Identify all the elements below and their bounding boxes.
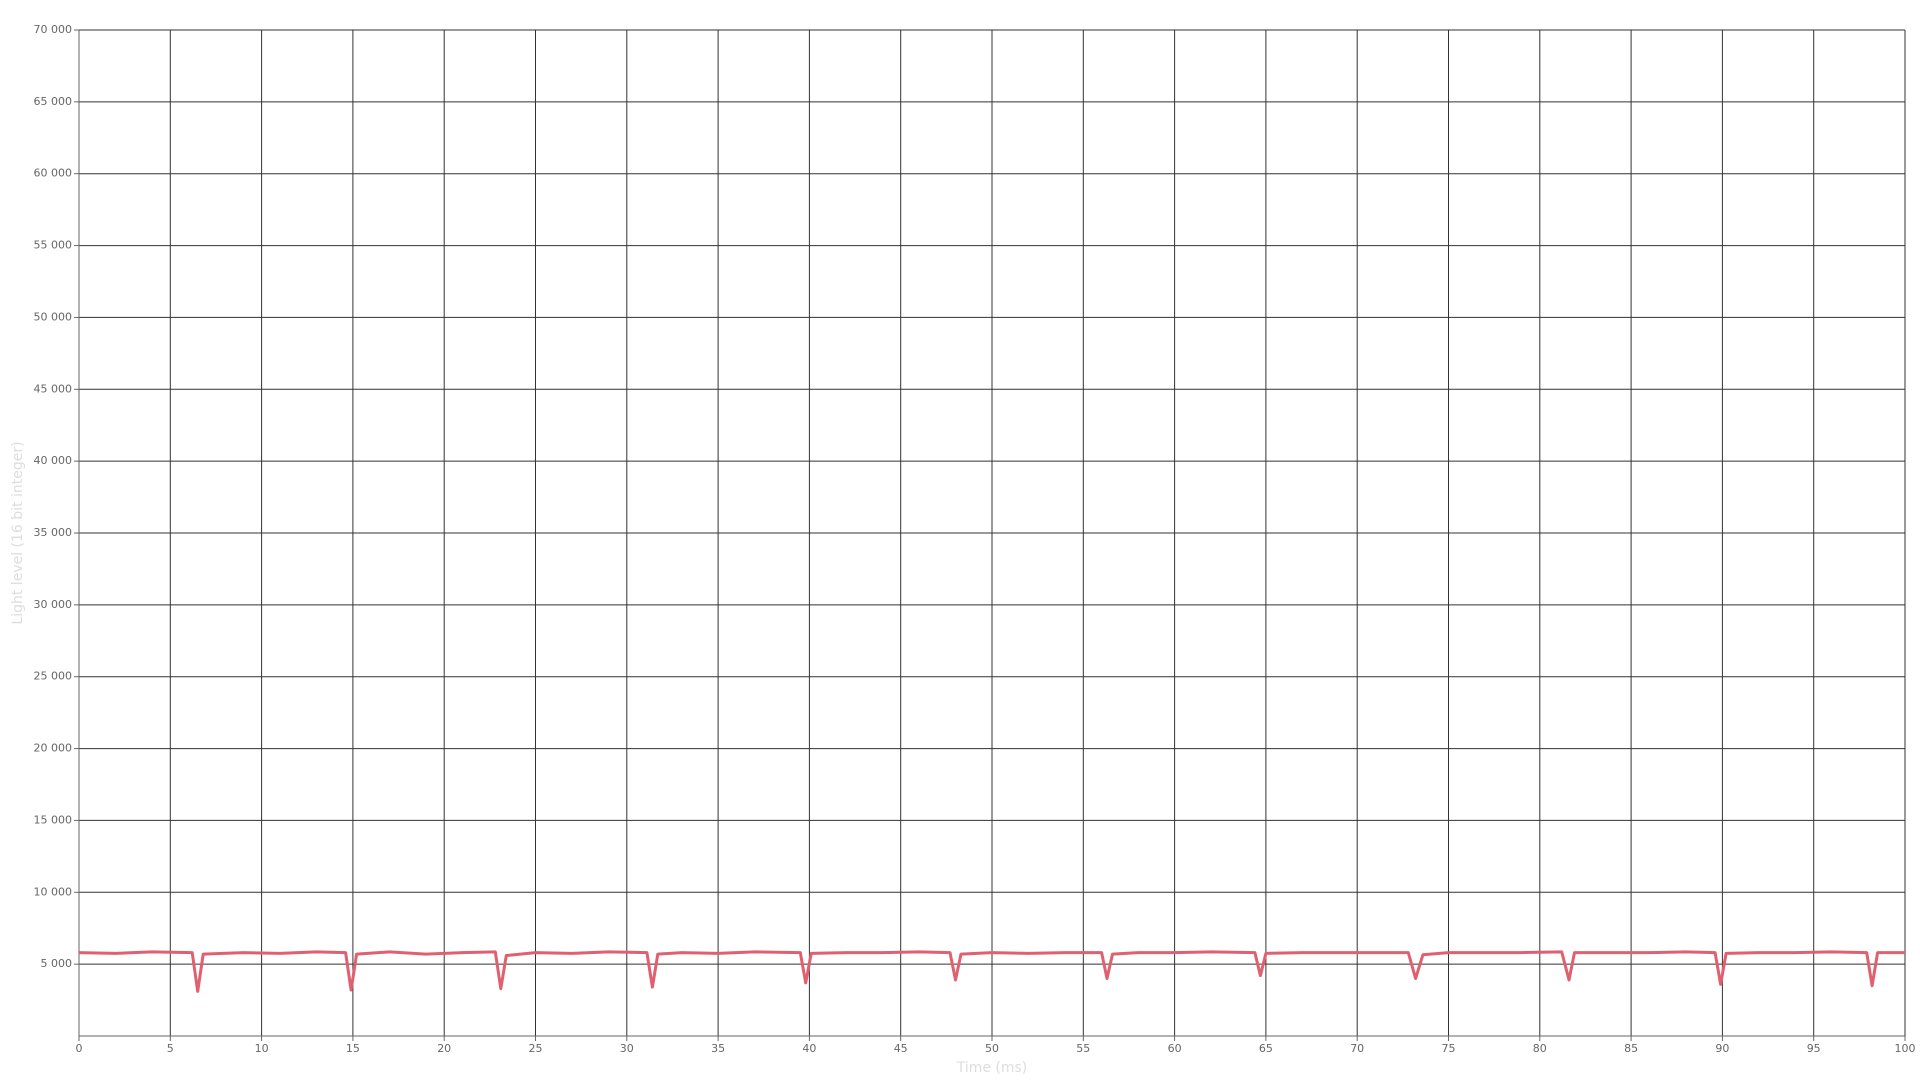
x-tick-label: 30	[620, 1042, 634, 1055]
data-line	[78, 950, 1905, 993]
x-axis-title: Time (ms)	[956, 1060, 1028, 1076]
x-tick-label: 20	[437, 1042, 451, 1055]
x-tick-label: 70	[1350, 1042, 1364, 1055]
x-tick-label: 60	[1168, 1042, 1182, 1055]
x-tick-label: 5	[167, 1042, 174, 1055]
y-tick-label: 35 000	[34, 526, 73, 539]
y-tick-label: 15 000	[34, 813, 73, 826]
y-tick-label: 40 000	[34, 454, 73, 467]
x-tick-label: 50	[985, 1042, 999, 1055]
x-tick-label: 95	[1807, 1042, 1821, 1055]
x-tick-label: 45	[894, 1042, 908, 1055]
x-tick-label: 15	[346, 1042, 360, 1055]
y-tick-label: 45 000	[34, 382, 73, 395]
x-tick-label: 75	[1442, 1042, 1456, 1055]
y-axis-title: Light level (16 bit integer)	[10, 441, 26, 624]
x-tick-label: 55	[1076, 1042, 1090, 1055]
x-tick-label: 85	[1624, 1042, 1638, 1055]
x-tick-label: 10	[255, 1042, 269, 1055]
y-tick-label: 65 000	[34, 95, 73, 108]
x-tick-label: 35	[711, 1042, 725, 1055]
y-tick-label: 55 000	[34, 239, 73, 252]
y-tick-label: 50 000	[34, 310, 73, 323]
x-tick-label: 80	[1533, 1042, 1547, 1055]
y-tick-label: 30 000	[34, 598, 73, 611]
x-tick-label: 100	[1895, 1042, 1916, 1055]
x-tick-label: 65	[1259, 1042, 1273, 1055]
x-tick-label: 90	[1715, 1042, 1729, 1055]
y-tick-label: 25 000	[34, 670, 73, 683]
y-tick-label: 20 000	[34, 742, 73, 755]
y-tick-label: 5 000	[41, 957, 73, 970]
x-tick-label: 0	[76, 1042, 83, 1055]
y-tick-label: 60 000	[34, 167, 73, 180]
y-tick-label: 70 000	[34, 23, 73, 36]
x-tick-label: 25	[529, 1042, 543, 1055]
x-tick-label: 40	[802, 1042, 816, 1055]
y-tick-label: 10 000	[34, 885, 73, 898]
